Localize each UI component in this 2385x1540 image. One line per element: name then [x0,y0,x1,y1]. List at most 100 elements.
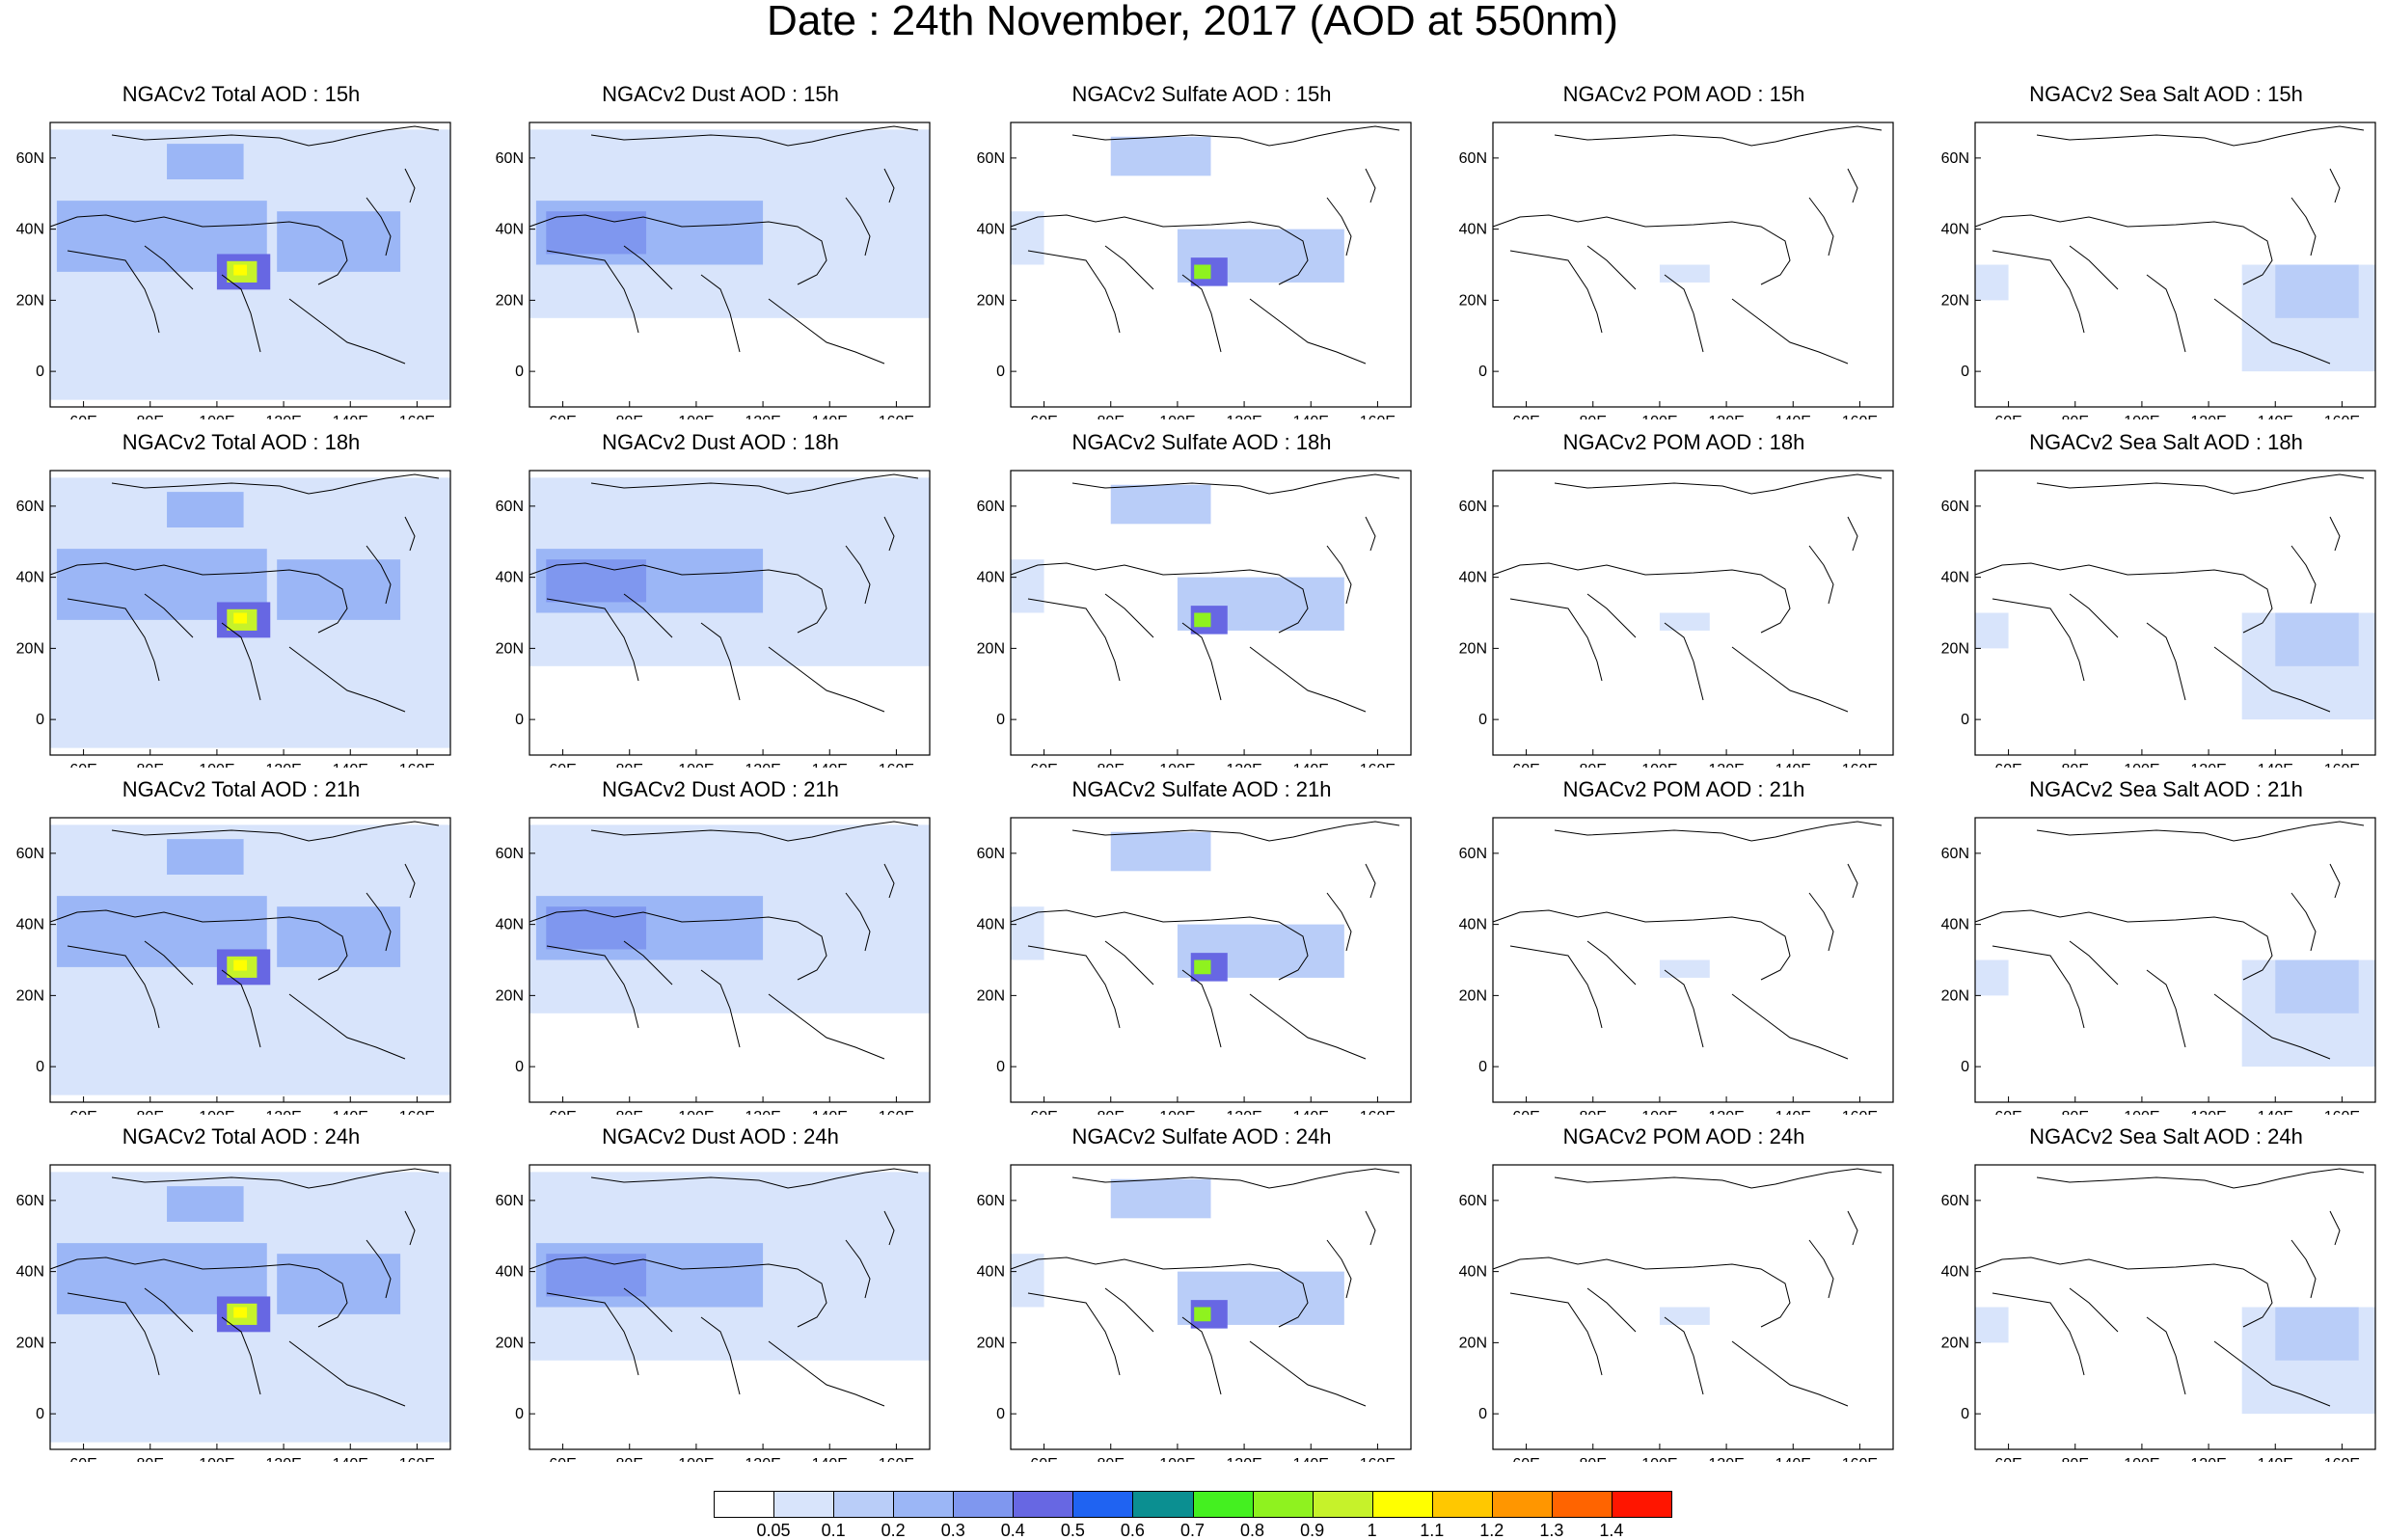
lat-tick-label: 40N [977,222,1005,238]
colorbar-label: 0.6 [1120,1521,1145,1540]
coastline [49,909,348,981]
lat-tick-label: 60N [496,499,524,515]
panel-title: NGACv2 Total AOD : 15h [122,82,361,106]
coastline [1010,1256,1309,1328]
aod-field-region [233,612,248,624]
colorbar-label: 0.8 [1240,1521,1265,1540]
map-frame [528,122,931,408]
coastline [366,197,392,257]
coastline [1992,1292,2085,1376]
map-frame [49,122,451,408]
coastline [2069,1287,2119,1333]
lon-tick-label: 60E [1512,1109,1539,1115]
map-frame [49,470,451,756]
map-frame [1974,122,2376,408]
aod-field-region [546,211,647,255]
coastline [1181,969,1222,1048]
coastline [1365,863,1376,899]
aod-field-region [2275,1307,2359,1361]
lon-tick-label: 140E [1293,1456,1329,1462]
coastline [1808,545,1834,605]
lon-tick-label: 120E [1226,1456,1261,1462]
lon-tick-label: 120E [2190,762,2226,768]
aod-field-region [277,906,401,967]
coastline [1509,250,1603,334]
coastline [1731,298,1849,365]
lon-tick-label: 120E [2190,1456,2226,1462]
coastline [1731,1340,1849,1407]
coastline [2329,863,2341,899]
lon-tick-label: 140E [1293,762,1329,768]
lat-tick-label: 0 [996,1059,1005,1075]
coastline [1554,821,1883,842]
coastline [1181,1316,1222,1395]
lon-tick-label: 60E [69,414,96,419]
coastline [883,1210,895,1246]
lon-tick-label: 80E [2062,762,2089,768]
lat-tick-label: 0 [515,712,524,728]
lon-tick-label: 100E [678,1456,714,1462]
panel-title: NGACv2 Sulfate AOD : 21h [1071,777,1332,801]
coastline [1586,593,1637,638]
map-panel-sulfate-18h: NGACv2 Sulfate AOD : 18h 60E 80E 100E 120E 14… [961,430,1443,768]
colorbar-box [1312,1491,1373,1518]
lat-tick-label: 0 [1478,1059,1487,1075]
map-plot: 60E 80E 100E 120E 140E 160E 60N 40N 20N 0 [496,1164,931,1462]
coastline [49,1256,348,1328]
colorbar-box [893,1491,955,1518]
lon-tick-label: 100E [1641,414,1677,419]
lon-tick-label: 120E [1708,414,1744,419]
coastline [1249,298,1367,365]
lat-tick-label: 20N [496,640,524,657]
lat-tick-label: 0 [1478,364,1487,380]
coastline [768,1340,885,1407]
lon-tick-label: 160E [1842,414,1878,419]
coastline [2036,473,2365,495]
coastline [1326,545,1352,605]
coastline [221,274,261,353]
aod-field-region [277,211,401,272]
map-panel-seasalt-21h: NGACv2 Sea Salt AOD : 21h 60E 80E 100E 120E 1… [1925,777,2385,1115]
map-panel-pom-15h: NGACv2 POM AOD : 15h 60E 80E 100E 120E 140E 16… [1443,82,1925,419]
map-panel-dust-24h: NGACv2 Dust AOD : 24h 60E 80E 100E 120E 140E 1… [479,1124,962,1462]
lat-tick-label: 60N [1941,499,1969,515]
panel-title: NGACv2 POM AOD : 15h [1562,82,1805,106]
coastline [623,940,673,986]
coastline [1181,274,1222,353]
coastline [1249,646,1367,713]
lat-tick-label: 20N [496,987,524,1004]
coastline [2213,646,2331,713]
lon-tick-label: 140E [812,1456,848,1462]
lat-tick-label: 0 [515,1059,524,1075]
lat-tick-label: 20N [977,1335,1005,1351]
lon-tick-label: 60E [549,414,576,419]
map-panel-pom-24h: NGACv2 POM AOD : 24h 60E 80E 100E 120E 140E 16… [1443,1124,1925,1462]
lon-tick-label: 80E [1098,414,1125,419]
coastline [111,1168,440,1189]
lon-tick-label: 60E [1512,414,1539,419]
lon-tick-label: 140E [812,762,848,768]
coastline [1010,214,1309,285]
coastline [144,940,194,986]
aod-field-region [1011,211,1044,265]
lon-tick-label: 100E [2124,414,2159,419]
lon-tick-label: 140E [812,414,848,419]
map-plot: 60E 80E 100E 120E 140E 160E 60N 40N 20N 0 [16,470,451,768]
lon-tick-label: 120E [1226,1109,1261,1115]
lon-tick-label: 160E [1360,1456,1396,1462]
coastline [49,214,348,285]
colorbar-box [1132,1491,1194,1518]
map-plot: 60E 80E 100E 120E 140E 160E 60N 40N 20N 0 [977,122,1412,419]
panel-title: NGACv2 Total AOD : 24h [122,1124,361,1148]
lat-tick-label: 60N [1941,1193,1969,1209]
lon-tick-label: 80E [137,1109,164,1115]
coastline [528,1256,827,1328]
map-panel-total-21h: NGACv2 Total AOD : 21h 60E 80E 100E 120E 140E… [0,777,482,1115]
lon-tick-label: 100E [2124,1456,2159,1462]
lon-tick-label: 60E [1512,762,1539,768]
map-panel-dust-15h: NGACv2 Dust AOD : 15h 60E 80E 100E 120E 140E 1… [479,82,962,419]
coastline [2069,593,2119,638]
lon-tick-label: 140E [333,1109,368,1115]
lon-tick-label: 120E [1708,1109,1744,1115]
lon-tick-label: 160E [1842,1456,1878,1462]
